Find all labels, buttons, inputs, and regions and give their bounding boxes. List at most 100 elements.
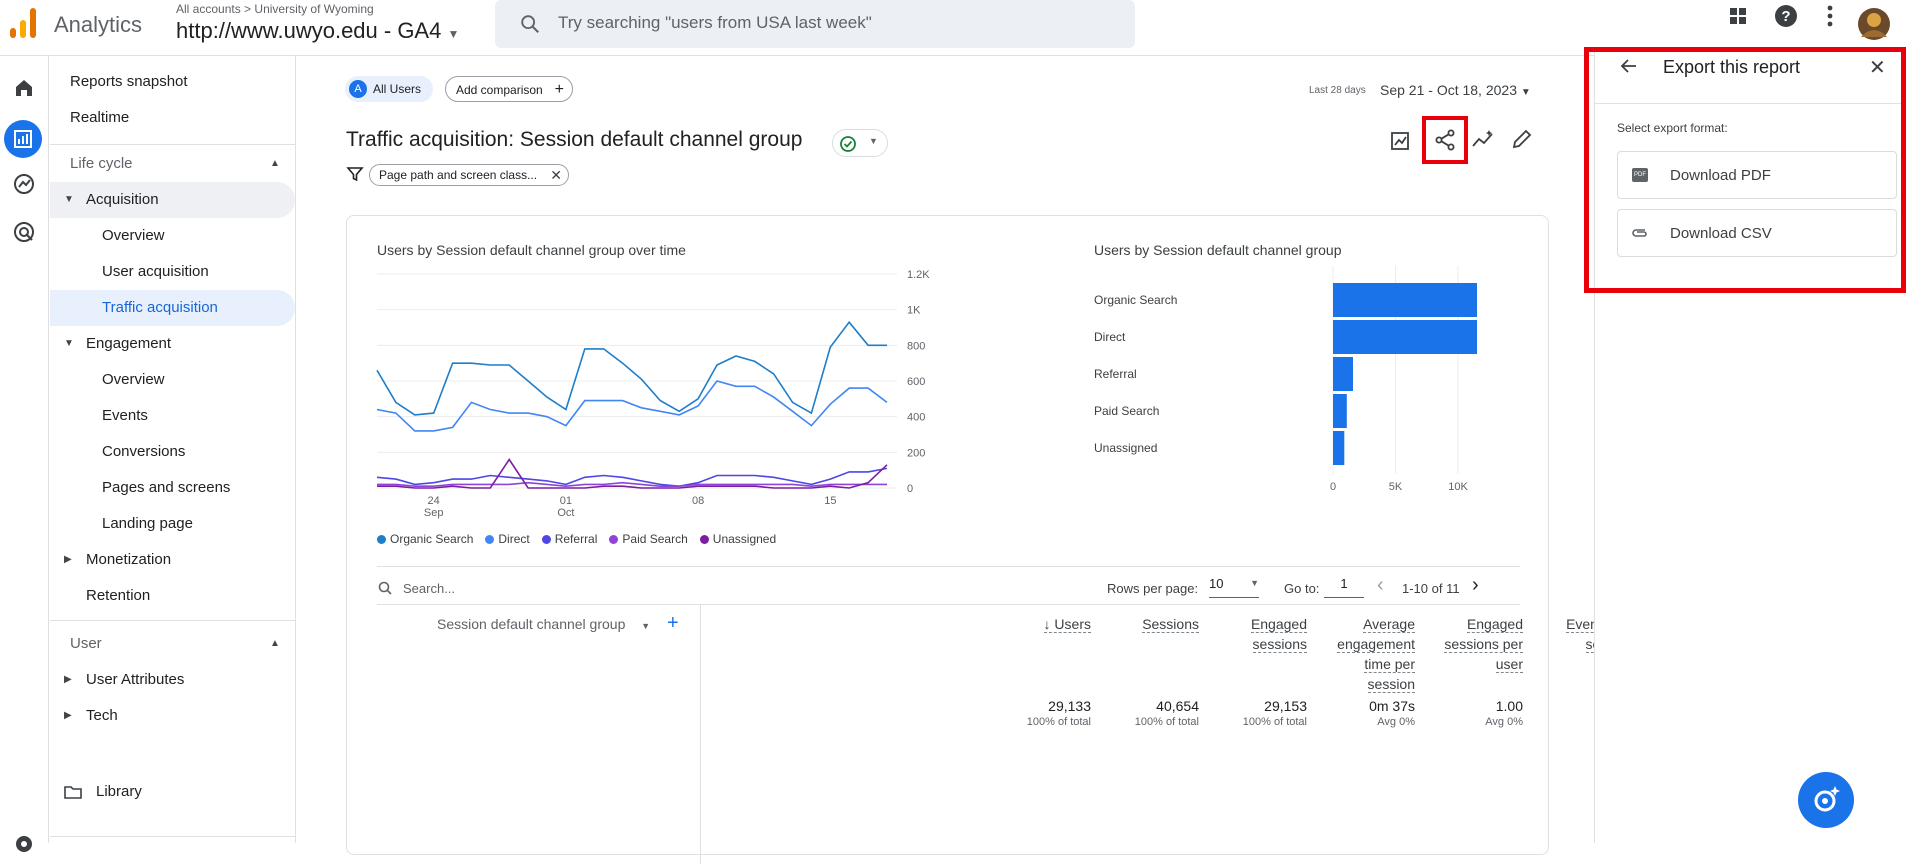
search-bar[interactable]: Try searching "users from USA last week" [495, 0, 1135, 48]
series-line-organic-search [376, 320, 887, 416]
y-tick-label: 800 [907, 340, 925, 352]
nav-tech[interactable]: ▶ Tech [50, 698, 295, 734]
nav-library[interactable]: Library [50, 774, 295, 810]
legend-dot [699, 534, 709, 544]
column-header[interactable]: Average engagement time per session [1275, 614, 1415, 694]
help-icon[interactable]: ? [1770, 0, 1802, 32]
column-total: 1.00 [1495, 698, 1523, 714]
download-pdf-button[interactable]: PDF Download PDF [1617, 151, 1897, 199]
column-header-line: Engaged [1167, 614, 1307, 634]
nav-section-lifecycle[interactable]: Life cycle ▲ [50, 146, 295, 182]
apps-grid-icon[interactable] [1722, 0, 1754, 32]
chevron-left-icon[interactable]: ‹ [1377, 574, 1384, 596]
column-header-line: engagement [1275, 634, 1415, 654]
legend-dot [485, 534, 495, 544]
nav-traffic-acquisition[interactable]: Traffic acquisition [50, 290, 295, 326]
date-range-selector[interactable]: Sep 21 - Oct 18, 2023 ▼ [1380, 82, 1531, 98]
breadcrumb-account[interactable]: University of Wyoming [254, 2, 374, 16]
column-header[interactable]: Sessions [1059, 614, 1199, 634]
settings-icon[interactable] [8, 828, 40, 860]
analytics-logo[interactable] [8, 6, 38, 40]
chevron-right-icon[interactable]: › [1472, 574, 1479, 596]
filter-icon [346, 165, 364, 182]
column-header-line: Average [1275, 614, 1415, 634]
x-tick-label: 10K [1448, 481, 1468, 493]
legend-item[interactable]: Organic Search [377, 530, 473, 548]
customize-report-icon[interactable] [1389, 130, 1411, 152]
rows-per-page-label: Rows per page: [1107, 581, 1199, 596]
date-range-hint: Last 28 days [1309, 85, 1366, 96]
share-highlight [1422, 116, 1468, 164]
legend-item[interactable]: Paid Search [609, 530, 688, 548]
filter-chip[interactable]: Page path and screen class... ✕ [369, 164, 569, 186]
bar-chart[interactable]: 05K10K15K20KOrganic SearchDirectReferral… [1077, 256, 1477, 516]
legend-item[interactable]: Unassigned [699, 530, 776, 548]
column-header[interactable]: ↓ Users [951, 614, 1091, 634]
column-total-sub: 100% of total [1134, 716, 1199, 728]
add-comparison-button[interactable]: Add comparison + [445, 76, 573, 102]
nav-section-user[interactable]: User ▲ [50, 626, 295, 662]
close-icon[interactable]: ✕ [1869, 57, 1886, 79]
nav-realtime[interactable]: Realtime [70, 109, 130, 126]
home-icon[interactable] [8, 72, 40, 104]
legend-item[interactable]: Direct [485, 530, 530, 548]
back-arrow-icon[interactable] [1619, 56, 1639, 76]
chevron-up-icon: ▲ [270, 158, 280, 169]
chevron-down-icon: ▼ [869, 136, 878, 146]
nav-engagement[interactable]: ▼ Engagement [50, 326, 295, 362]
goto-input[interactable]: 1 [1324, 576, 1364, 598]
share-icon[interactable] [1433, 128, 1457, 152]
bar [1333, 394, 1347, 428]
nav-acquisition-overview[interactable]: Overview [102, 227, 165, 244]
add-dimension-icon[interactable]: + [667, 612, 679, 634]
segment-chip[interactable]: A All Users [345, 76, 433, 102]
report-status-dropdown[interactable]: ▼ [832, 129, 888, 157]
assistant-fab[interactable] [1798, 772, 1854, 828]
search-icon [521, 15, 539, 33]
reports-icon[interactable] [4, 120, 42, 158]
column-header-text: Engaged [1466, 616, 1523, 633]
breadcrumb-all-accounts[interactable]: All accounts [176, 2, 241, 16]
bar [1333, 431, 1345, 465]
nav-landing-page[interactable]: Landing page [102, 515, 193, 532]
nav-pages-and-screens[interactable]: Pages and screens [102, 479, 231, 496]
column-header-line: ↓ Users [951, 614, 1091, 634]
y-tick-label: 200 [907, 447, 925, 459]
column-header[interactable]: Engaged sessions per user [1383, 614, 1523, 674]
x-tick-label: 24 [428, 495, 440, 507]
property-selector[interactable]: http://www.uwyo.edu - GA4 ▼ [176, 18, 459, 44]
nav-user-acquisition[interactable]: User acquisition [102, 263, 209, 280]
avatar[interactable] [1857, 7, 1891, 41]
nav-acquisition[interactable]: ▼ Acquisition [50, 182, 295, 218]
nav-engagement-overview[interactable]: Overview [102, 371, 165, 388]
top-bar: Analytics All accounts > University of W… [0, 0, 1906, 56]
rows-per-page-select[interactable]: 10 ▼ [1209, 576, 1259, 598]
nav-monetization[interactable]: ▶ Monetization [50, 542, 295, 578]
column-header[interactable]: Engaged sessions [1167, 614, 1307, 654]
breadcrumb[interactable]: All accounts > University of Wyoming [176, 2, 374, 16]
download-csv-button[interactable]: Download CSV [1617, 209, 1897, 257]
nav-conversions[interactable]: Conversions [102, 443, 186, 460]
advertising-icon[interactable] [8, 216, 40, 248]
chevron-down-icon: ▼ [447, 27, 460, 41]
legend-item[interactable]: Referral [541, 530, 598, 548]
column-header-line: user [1383, 654, 1523, 674]
insights-icon[interactable] [1471, 128, 1495, 152]
legend-label: Referral [554, 532, 598, 546]
edit-pencil-icon[interactable] [1511, 128, 1533, 150]
table-search-input[interactable]: Search... [403, 581, 456, 596]
table-column-divider [700, 604, 701, 864]
nav-retention[interactable]: Retention [86, 587, 151, 604]
nav-user-attributes[interactable]: ▶ User Attributes [50, 662, 295, 698]
nav-tech-label: Tech [86, 707, 118, 724]
more-vert-icon[interactable] [1814, 0, 1846, 32]
dimension-header[interactable]: Session default channel group ▼ [437, 616, 650, 632]
left-rail [0, 56, 49, 852]
close-icon[interactable]: ✕ [550, 167, 562, 183]
explore-icon[interactable] [8, 168, 40, 200]
nav-section-user-label: User [70, 635, 102, 652]
bar-chart-title: Users by Session default channel group [1094, 242, 1342, 258]
nav-events[interactable]: Events [102, 407, 148, 424]
nav-reports-snapshot[interactable]: Reports snapshot [70, 73, 188, 90]
